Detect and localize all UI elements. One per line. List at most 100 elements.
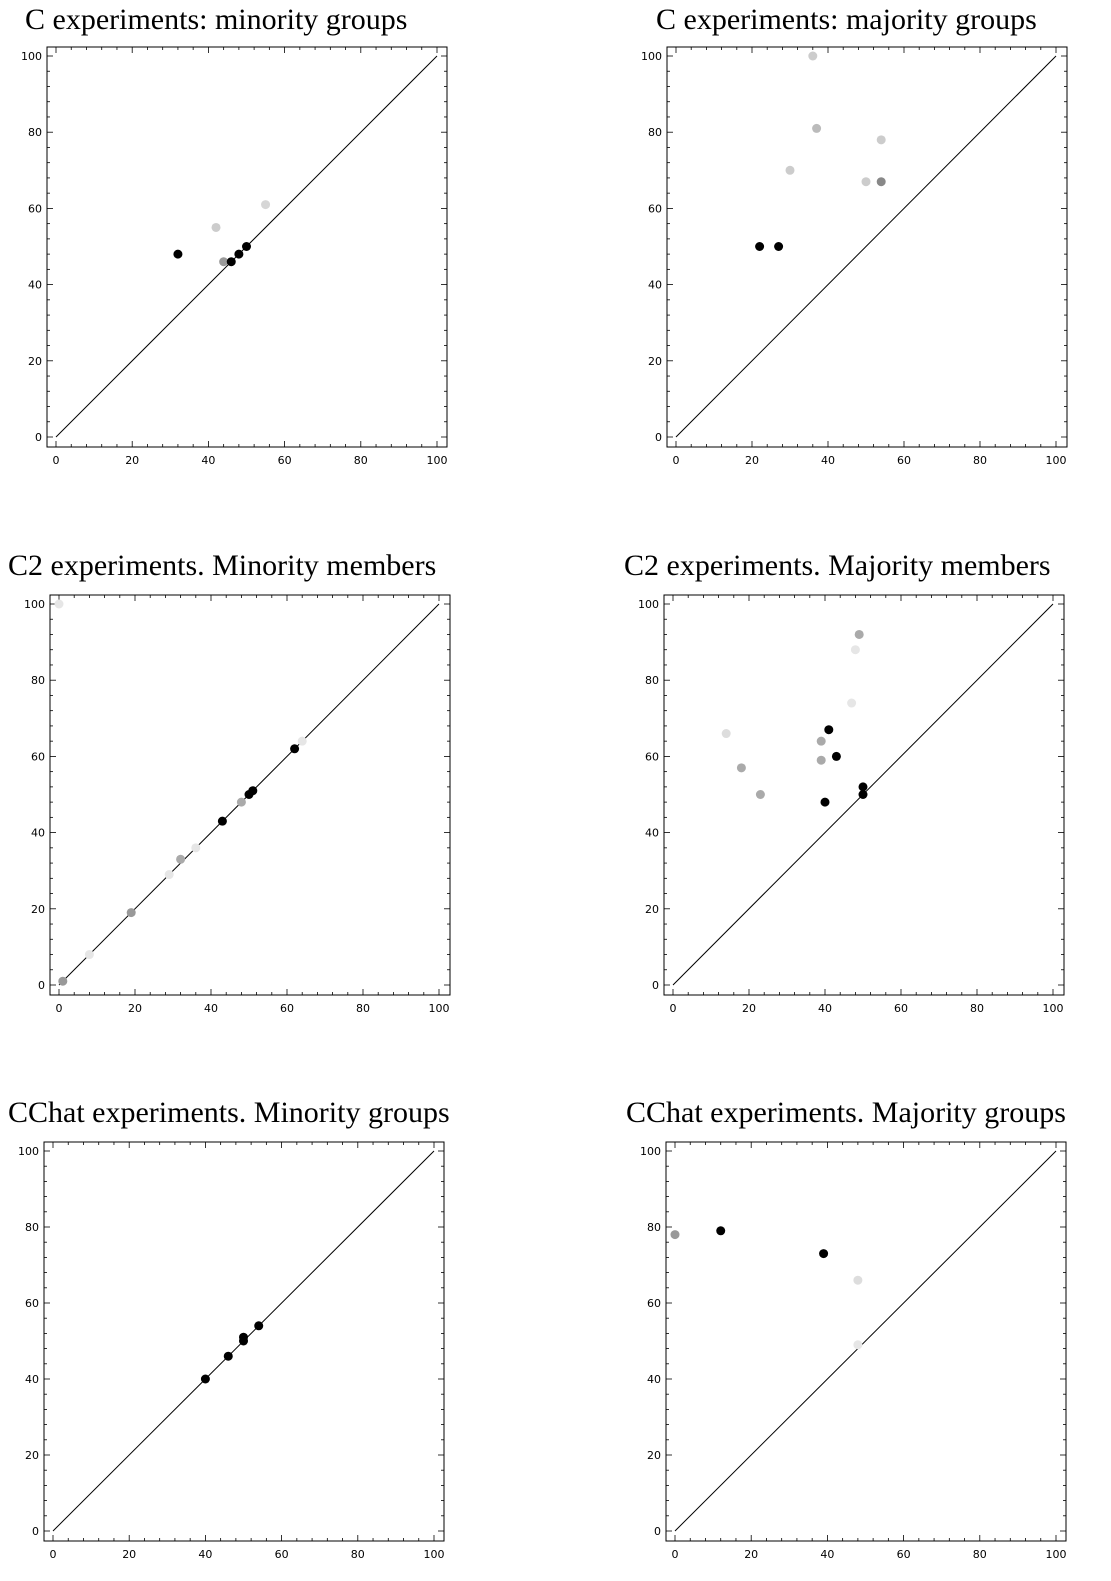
- y-tick-label: 100: [21, 50, 42, 63]
- scatter-point: [858, 782, 868, 792]
- scatter-point: [755, 790, 765, 799]
- x-tick-label: 60: [897, 454, 911, 467]
- x-tick-label: 40: [201, 454, 215, 467]
- x-tick-label: 60: [275, 1548, 289, 1561]
- x-tick-label: 60: [278, 454, 292, 467]
- scatter-point: [876, 177, 886, 187]
- scatter-point: [853, 1275, 863, 1285]
- y-tick-label: 60: [648, 202, 662, 215]
- scatter-point: [290, 744, 300, 754]
- y-tick-label: 100: [24, 598, 45, 611]
- y-tick-label: 0: [35, 431, 42, 444]
- x-tick-label: 100: [427, 454, 448, 467]
- scatter-point: [242, 242, 251, 251]
- y-tick-label: 100: [18, 1145, 39, 1158]
- scatter-point: [126, 908, 136, 918]
- plot-frame: [49, 594, 451, 996]
- scatter-point: [755, 242, 765, 251]
- scatter-point: [736, 763, 746, 773]
- y-tick-label: 60: [645, 750, 659, 763]
- y-tick-label: 0: [654, 1525, 661, 1538]
- scatter-point: [223, 1351, 233, 1361]
- scatter-point: [850, 645, 860, 655]
- x-tick-label: 40: [818, 1002, 832, 1015]
- scatter-point: [854, 629, 864, 639]
- chart-title: CChat experiments. Minority groups: [8, 1096, 450, 1129]
- y-tick-label: 20: [647, 1449, 661, 1462]
- x-tick-label: 100: [1046, 454, 1067, 467]
- scatter-point: [191, 843, 201, 853]
- y-tick-label: 0: [655, 431, 662, 444]
- scatter-point: [824, 725, 834, 735]
- scatter-point: [816, 736, 826, 746]
- scatter-point: [219, 257, 229, 267]
- x-tick-label: 80: [973, 1548, 987, 1561]
- x-tick-label: 60: [897, 1548, 911, 1561]
- scatter-point: [853, 1340, 863, 1350]
- x-tick-label: 40: [198, 1548, 212, 1561]
- y-tick-label: 40: [648, 279, 662, 292]
- scatter-point: [831, 751, 841, 761]
- plot-frame: [43, 1141, 445, 1542]
- scatter-point: [774, 242, 784, 251]
- chart-title: C2 experiments. Majority members: [624, 549, 1051, 582]
- y-tick-label: 80: [28, 126, 42, 139]
- scatter-point: [670, 1230, 680, 1240]
- x-tick-label: 20: [745, 454, 759, 467]
- y-tick-label: 0: [652, 979, 659, 992]
- scatter-point: [876, 135, 886, 145]
- y-tick-label: 100: [641, 50, 662, 63]
- x-tick-label: 0: [50, 1548, 57, 1561]
- x-tick-label: 80: [354, 454, 368, 467]
- scatter-point: [236, 797, 246, 807]
- plot-frame: [46, 46, 448, 448]
- scatter-point: [84, 950, 94, 960]
- x-tick-label: 80: [356, 1002, 370, 1015]
- x-tick-label: 20: [128, 1002, 142, 1015]
- y-tick-label: 80: [647, 1221, 661, 1234]
- y-tick-label: 100: [640, 1145, 661, 1158]
- chart-title: C experiments: majority groups: [656, 3, 1037, 36]
- scatter-point: [847, 698, 857, 708]
- y-tick-label: 40: [645, 827, 659, 840]
- scatter-point: [254, 1321, 264, 1331]
- y-tick-label: 60: [31, 750, 45, 763]
- y-tick-label: 20: [31, 903, 45, 916]
- scatter-point: [819, 1249, 829, 1259]
- scatter-point: [808, 51, 818, 61]
- reference-line: [675, 55, 1057, 438]
- scatter-point: [861, 177, 871, 187]
- plot-frame: [663, 594, 1065, 996]
- x-tick-label: 0: [673, 454, 680, 467]
- y-tick-label: 60: [25, 1297, 39, 1310]
- y-tick-label: 80: [648, 126, 662, 139]
- y-tick-label: 60: [647, 1297, 661, 1310]
- x-tick-label: 0: [53, 454, 60, 467]
- y-tick-label: 40: [31, 827, 45, 840]
- x-tick-label: 80: [970, 1002, 984, 1015]
- scatter-point: [226, 257, 236, 267]
- scatter-point: [164, 870, 174, 880]
- x-tick-label: 100: [1046, 1548, 1067, 1561]
- y-tick-label: 100: [638, 598, 659, 611]
- scatter-point: [200, 1374, 210, 1384]
- plot-frame: [666, 46, 1068, 448]
- y-tick-label: 40: [25, 1373, 39, 1386]
- scatter-point: [812, 123, 822, 133]
- scatter-point: [217, 816, 227, 826]
- reference-line: [674, 1150, 1057, 1532]
- x-tick-label: 100: [424, 1548, 445, 1561]
- scatter-point: [234, 249, 244, 259]
- scatter-point: [816, 755, 826, 765]
- x-tick-label: 100: [429, 1002, 450, 1015]
- x-tick-label: 60: [894, 1002, 908, 1015]
- x-tick-label: 80: [351, 1548, 365, 1561]
- scatter-point: [716, 1226, 726, 1236]
- scatter-point: [248, 786, 258, 796]
- chart-title: C experiments: minority groups: [25, 3, 408, 36]
- y-tick-label: 40: [647, 1373, 661, 1386]
- x-tick-label: 0: [670, 1002, 677, 1015]
